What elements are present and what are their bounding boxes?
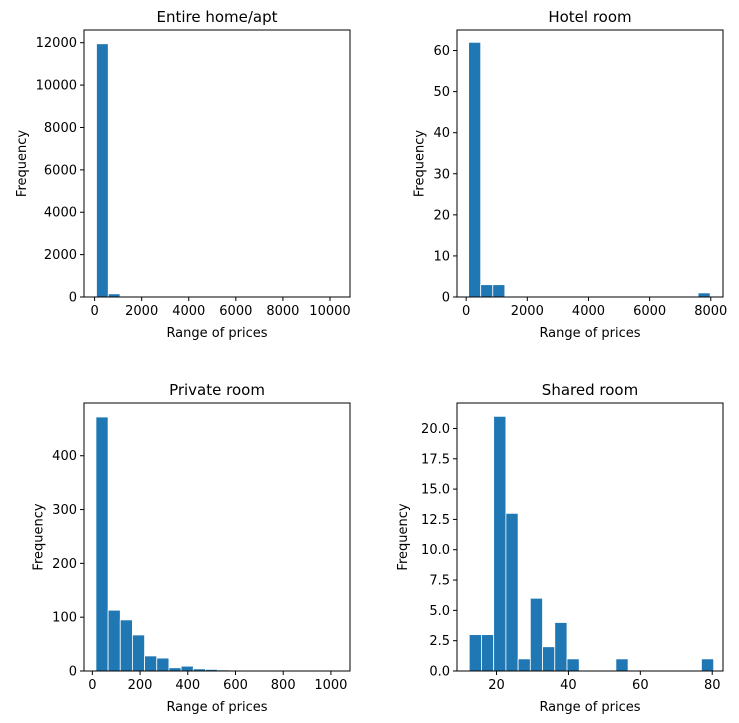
histogram-bar (481, 634, 495, 672)
histogram-bar (493, 415, 507, 672)
y-tick-label: 0 (69, 665, 77, 680)
chart-private-room: Private room Range of prices Frequency 0… (31, 381, 351, 715)
y-tick-label: 5.0 (429, 604, 450, 619)
y-tick-label: 15.0 (421, 483, 450, 498)
x-tick-label: 4000 (572, 304, 605, 319)
histogram-bar (107, 609, 121, 672)
histogram-bar (144, 655, 158, 672)
chart-hotel-room: Hotel room Range of prices Frequency 0 20… (413, 8, 728, 341)
x-axis-label: Range of prices (539, 700, 640, 715)
y-tick-label: 10000 (36, 79, 77, 94)
x-tick-label: 600 (223, 678, 248, 693)
chart-entire-home: Entire home/apt Range of prices Frequenc… (15, 8, 351, 341)
histogram-bar (529, 597, 543, 672)
y-tick-label: 12.5 (421, 513, 450, 528)
y-tick-label: 100 (52, 611, 77, 626)
y-tick-label: 400 (52, 449, 77, 464)
y-tick-label: 200 (52, 557, 77, 572)
y-tick-label: 300 (52, 503, 77, 518)
y-axis-label: Frequency (15, 130, 30, 197)
histogram-bar (468, 634, 482, 672)
x-axis-label: Range of prices (166, 326, 267, 341)
axes-frame (456, 29, 724, 298)
x-tick-label: 0 (90, 304, 98, 319)
x-tick-label: 8000 (266, 304, 299, 319)
y-tick-label: 12000 (36, 36, 77, 51)
y-tick-label: 0.0 (429, 665, 450, 680)
x-axis-label: Range of prices (166, 700, 267, 715)
histogram-bar (554, 622, 568, 672)
x-tick-label: 2000 (125, 304, 158, 319)
y-tick-label: 10.0 (421, 543, 450, 558)
y-tick-label: 8000 (44, 121, 77, 136)
x-tick-label: 40 (560, 678, 577, 693)
y-axis-label: Frequency (396, 503, 411, 570)
histogram-bar (156, 657, 170, 672)
histogram-bar (517, 658, 531, 672)
chart-shared-room: Shared room Range of prices Frequency 20… (396, 381, 724, 715)
x-tick-label: 8000 (694, 304, 727, 319)
histogram-bar (480, 284, 494, 298)
y-axis-label: Frequency (31, 503, 46, 570)
x-tick-label: 1000 (314, 678, 347, 693)
x-tick-label: 4000 (172, 304, 205, 319)
x-tick-label: 400 (175, 678, 200, 693)
histogram-bar (615, 658, 629, 672)
y-tick-label: 7.5 (429, 574, 450, 589)
histogram-bar (697, 292, 711, 298)
y-axis-label: Frequency (413, 130, 428, 197)
y-tick-label: 6000 (44, 163, 77, 178)
axes-frame (83, 29, 351, 298)
y-tick-label: 10 (433, 249, 450, 264)
x-tick-label: 6000 (219, 304, 252, 319)
x-tick-label: 800 (271, 678, 296, 693)
histogram-bar (95, 416, 109, 672)
y-tick-label: 30 (433, 167, 450, 182)
chart-title: Hotel room (548, 8, 631, 26)
x-tick-label: 0 (462, 304, 470, 319)
histogram-bar (492, 284, 506, 298)
x-tick-label: 80 (704, 678, 721, 693)
x-tick-label: 2000 (511, 304, 544, 319)
histogram-bar (566, 658, 580, 672)
y-tick-label: 17.5 (421, 452, 450, 467)
histogram-bar (701, 658, 715, 672)
y-tick-label: 50 (433, 85, 450, 100)
axes-frame (456, 402, 724, 672)
y-tick-label: 60 (433, 44, 450, 59)
y-tick-label: 0 (69, 291, 77, 306)
histogram-bar (96, 43, 109, 298)
histogram-bar (468, 41, 482, 298)
y-tick-label: 20.0 (421, 422, 450, 437)
histogram-bar (542, 646, 556, 672)
x-tick-label: 6000 (633, 304, 666, 319)
y-tick-label: 40 (433, 126, 450, 141)
chart-title: Shared room (542, 381, 638, 399)
x-tick-label: 10000 (309, 304, 350, 319)
histogram-bar (505, 512, 519, 672)
x-axis-label: Range of prices (539, 326, 640, 341)
x-tick-label: 200 (128, 678, 153, 693)
axes-frame (83, 402, 351, 672)
y-tick-label: 4000 (44, 206, 77, 221)
histogram-bar (180, 665, 194, 672)
x-tick-label: 60 (632, 678, 649, 693)
y-tick-label: 0 (442, 291, 450, 306)
chart-title: Private room (169, 381, 265, 399)
x-tick-label: 0 (88, 678, 96, 693)
y-tick-label: 2000 (44, 248, 77, 263)
chart-title: Entire home/apt (156, 8, 277, 26)
histogram-bar (119, 619, 133, 672)
x-tick-label: 20 (488, 678, 505, 693)
y-tick-label: 20 (433, 208, 450, 223)
histogram-bar (132, 634, 145, 672)
y-tick-label: 2.5 (429, 634, 450, 649)
